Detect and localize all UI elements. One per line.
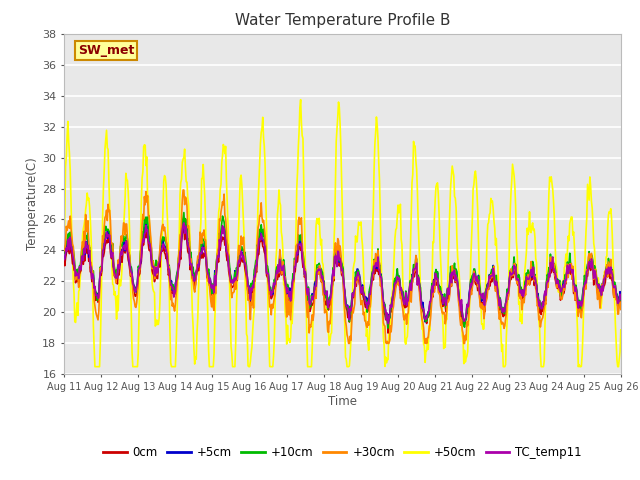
0cm: [207, 286, 215, 291]
+30cm: [568, 261, 575, 266]
+10cm: [180, 210, 188, 216]
0cm: [384, 330, 392, 336]
0cm: [568, 268, 575, 274]
+10cm: [390, 293, 397, 299]
0cm: [335, 255, 342, 261]
TC_temp11: [390, 288, 397, 294]
+50cm: [297, 97, 305, 103]
0cm: [445, 297, 452, 303]
+50cm: [445, 253, 452, 259]
Line: 0cm: 0cm: [64, 229, 621, 333]
TC_temp11: [445, 289, 452, 295]
TC_temp11: [183, 232, 191, 238]
+30cm: [183, 203, 191, 209]
+30cm: [445, 299, 452, 305]
+5cm: [617, 297, 625, 303]
TC_temp11: [60, 257, 68, 263]
+5cm: [568, 265, 575, 271]
+10cm: [568, 263, 575, 268]
+5cm: [390, 292, 397, 298]
+30cm: [335, 238, 342, 244]
+10cm: [335, 242, 342, 248]
+10cm: [207, 283, 215, 288]
+5cm: [207, 281, 215, 287]
0cm: [60, 258, 68, 264]
+50cm: [617, 327, 625, 333]
Title: Water Temperature Profile B: Water Temperature Profile B: [235, 13, 450, 28]
Line: +30cm: +30cm: [64, 190, 621, 343]
Text: SW_met: SW_met: [78, 44, 134, 57]
+50cm: [207, 364, 215, 370]
+30cm: [179, 187, 187, 193]
X-axis label: Time: Time: [328, 395, 357, 408]
Line: +50cm: +50cm: [64, 100, 621, 367]
Y-axis label: Temperature(C): Temperature(C): [26, 157, 39, 251]
0cm: [183, 239, 191, 244]
TC_temp11: [384, 321, 392, 326]
0cm: [617, 306, 625, 312]
+30cm: [60, 248, 68, 253]
+5cm: [445, 288, 452, 293]
+50cm: [91, 364, 99, 370]
+5cm: [335, 249, 342, 255]
Legend: 0cm, +5cm, +10cm, +30cm, +50cm, TC_temp11: 0cm, +5cm, +10cm, +30cm, +50cm, TC_temp1…: [98, 442, 587, 464]
+50cm: [390, 269, 397, 275]
+5cm: [183, 229, 191, 235]
TC_temp11: [617, 297, 625, 302]
+5cm: [142, 217, 150, 223]
+50cm: [335, 105, 343, 110]
+10cm: [384, 325, 392, 331]
Line: +10cm: +10cm: [64, 213, 621, 328]
+5cm: [384, 323, 392, 328]
+50cm: [60, 250, 68, 256]
+10cm: [617, 297, 625, 303]
+50cm: [568, 214, 575, 220]
+10cm: [445, 289, 452, 295]
+10cm: [60, 247, 68, 252]
+50cm: [183, 179, 191, 185]
Line: TC_temp11: TC_temp11: [64, 223, 621, 324]
+30cm: [207, 299, 215, 305]
+10cm: [183, 220, 191, 226]
+30cm: [617, 306, 625, 312]
Line: +5cm: +5cm: [64, 220, 621, 325]
TC_temp11: [568, 267, 575, 273]
0cm: [390, 297, 397, 303]
+30cm: [390, 304, 397, 310]
TC_temp11: [180, 220, 188, 226]
TC_temp11: [207, 284, 215, 289]
0cm: [180, 226, 188, 232]
+30cm: [345, 340, 353, 346]
+5cm: [60, 255, 68, 261]
TC_temp11: [335, 249, 342, 254]
